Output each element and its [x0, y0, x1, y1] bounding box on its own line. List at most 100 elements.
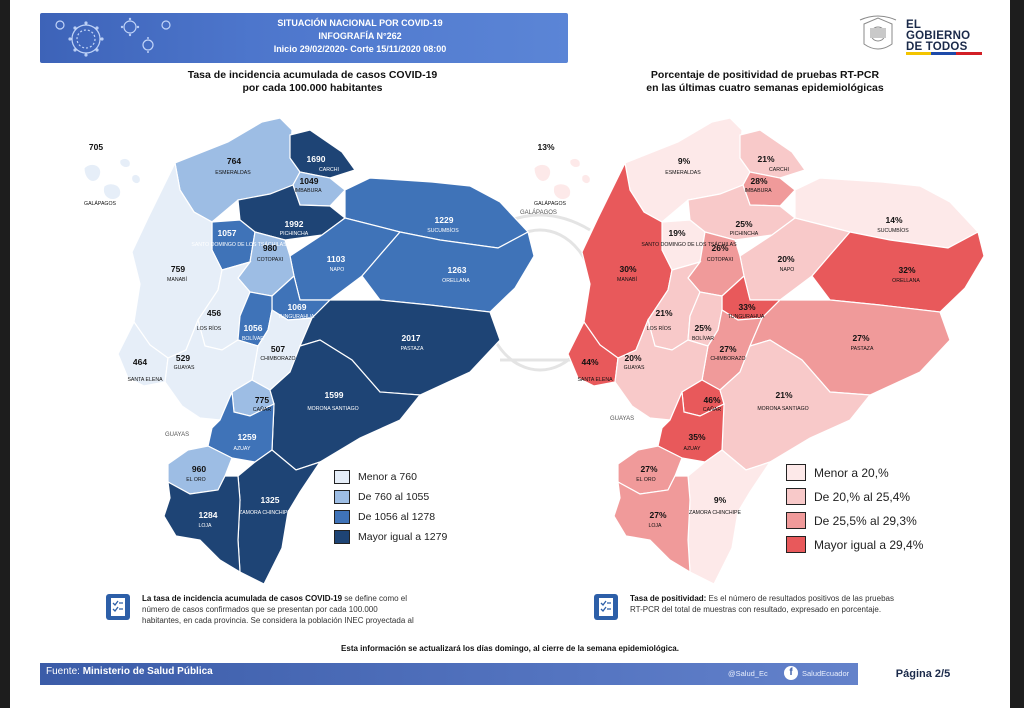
checklist-glyph [111, 598, 125, 616]
province-name-napo: NAPO [780, 267, 795, 273]
province-name-santa-elena: SANTA ELENA [127, 377, 163, 383]
right-map-title: Porcentaje de positividad de pruebas RT-… [600, 69, 930, 95]
province-carchi [289, 129, 356, 179]
twitter-handle: @Salud_Ec [728, 669, 768, 678]
screen-edge-right [1010, 0, 1024, 708]
province-value-el-oro: 27% [640, 464, 657, 474]
logo-text: EL GOBIERNO DE TODOS [906, 19, 971, 53]
legend-label: Mayor igual a 29,4% [814, 538, 924, 552]
province-name-manabi: MANABÍ [617, 276, 637, 283]
province-name-manabi: MANABÍ [167, 276, 187, 283]
province-value-galapagos: 13% [537, 142, 554, 152]
province-name-los-rios: LOS RÍOS [647, 325, 672, 332]
legend-label: De 25,5% al 29,3% [814, 514, 917, 528]
positivity-note-rest: Es el número de resultados positivos de … [706, 594, 894, 603]
province-name-chimborazo: CHIMBORAZO [710, 356, 745, 362]
province-orellana [811, 231, 985, 313]
legend-swatch [334, 530, 350, 544]
province-name-napo: NAPO [330, 267, 345, 273]
province-name-santo-domingo-de-los-tsachilas: SANTO DOMINGO DE LOS TSÁCHILAS [191, 241, 287, 248]
province-value-manabi: 30% [619, 264, 636, 274]
positivity-note-term: Tasa de positividad: [630, 594, 707, 603]
province-name-los-rios: LOS RÍOS [197, 325, 222, 332]
province-name-pastaza: PASTAZA [401, 346, 424, 352]
province-name-galapagos: GALÁPAGOS [534, 200, 566, 207]
province-loja [613, 475, 691, 574]
province-value-santo-domingo-de-los-tsachilas: 19% [668, 228, 685, 238]
province-galapagos [533, 157, 591, 201]
province-value-los-rios: 456 [207, 308, 221, 318]
province-name-pichincha: PICHINCHA [280, 231, 309, 237]
update-note: Esta información se actualizará los días… [341, 644, 679, 653]
province-value-guayas: 20% [624, 353, 641, 363]
province-value-canar: 775 [255, 395, 269, 405]
province-name-zamora-chinchipe: ZAMORA CHINCHIPE [689, 510, 741, 516]
header-banner: SITUACIÓN NACIONAL POR COVID-19 INFOGRAF… [40, 13, 568, 63]
facebook-handle: SaludEcuador [802, 669, 850, 678]
province-value-pastaza: 2017 [402, 333, 421, 343]
province-value-esmeraldas: 9% [678, 156, 691, 166]
right-map [533, 117, 985, 585]
right-title-line-1: Porcentaje de positividad de pruebas RT-… [650, 69, 880, 81]
logo-line-2: GOBIERNO [906, 30, 971, 42]
facebook-icon: f [784, 666, 798, 680]
province-carchi [739, 129, 806, 179]
province-value-sucumbios: 1229 [435, 215, 454, 225]
province-name-cotopaxi: COTOPAXI [707, 257, 733, 263]
guayas-water-label: GUAYAS [165, 432, 189, 438]
province-name-esmeraldas: ESMERALDAS [215, 170, 251, 176]
province-name-tungurahua: TUNGURAHUA [728, 314, 765, 320]
province-name-cotopaxi: COTOPAXI [257, 257, 283, 263]
province-name-carchi: CARCHI [769, 167, 789, 173]
incidence-definition-note: La tasa de incidencia acumulada de casos… [142, 593, 442, 626]
left-legend: Menor a 760 De 760 al 1055 De 1056 al 1278… [334, 470, 484, 550]
province-name-azuay: AZUAY [684, 446, 701, 452]
province-value-sucumbios: 14% [885, 215, 902, 225]
footer-source: Fuente: Ministerio de Salud Pública [46, 666, 213, 677]
province-name-canar: CAÑAR [253, 406, 271, 413]
province-name-sucumbios: SUCUMBÍOS [877, 227, 909, 234]
province-name-galapagos: GALÁPAGOS [84, 200, 116, 207]
province-value-santa-elena: 44% [581, 357, 598, 367]
province-value-azuay: 1259 [238, 432, 257, 442]
province-value-cotopaxi: 26% [711, 243, 728, 253]
province-value-morona-santiago: 1599 [325, 390, 344, 400]
province-value-santa-elena: 464 [133, 357, 147, 367]
province-guayas [614, 318, 709, 421]
source-value: Ministerio de Salud Pública [82, 666, 213, 677]
province-value-tungurahua: 33% [738, 302, 755, 312]
province-name-carchi: CARCHI [319, 167, 339, 173]
left-title-line-1: Tasa de incidencia acumulada de casos CO… [187, 69, 438, 81]
province-value-los-rios: 21% [655, 308, 672, 318]
legend-swatch [786, 512, 806, 529]
legend-label: De 760 al 1055 [358, 491, 430, 503]
province-orellana [361, 231, 535, 313]
province-value-pastaza: 27% [852, 333, 869, 343]
positivity-definition-note: Tasa de positividad: Es el número de res… [630, 593, 950, 615]
province-value-pichincha: 25% [735, 219, 752, 229]
left-map [83, 117, 535, 585]
province-value-zamora-chinchipe: 1325 [261, 495, 280, 505]
province-name-azuay: AZUAY [234, 446, 251, 452]
province-name-santa-elena: SANTA ELENA [577, 377, 613, 383]
province-name-bolivar: BOLÍVAR [692, 335, 714, 342]
province-value-manabi: 759 [171, 264, 185, 274]
province-value-bolivar: 1056 [244, 323, 263, 333]
province-name-loja: LOJA [649, 523, 663, 529]
province-galapagos [83, 157, 141, 201]
province-name-tungurahua: TUNGURAHUA [278, 314, 315, 320]
galapagos-label-right-top: GALÁPAGOS [520, 209, 557, 216]
province-name-orellana: ORELLANA [442, 278, 470, 284]
legend-swatch [334, 510, 350, 524]
province-value-chimborazo: 507 [271, 344, 285, 354]
positivity-note-line-2: RT-PCR del total de muestras con resulta… [630, 605, 882, 614]
province-value-orellana: 1263 [448, 265, 467, 275]
legend-label: De 20,% al 25,4% [814, 490, 911, 504]
virus-icon [55, 17, 171, 57]
province-value-loja: 27% [649, 510, 666, 520]
province-value-azuay: 35% [688, 432, 705, 442]
province-name-sucumbios: SUCUMBÍOS [427, 227, 459, 234]
